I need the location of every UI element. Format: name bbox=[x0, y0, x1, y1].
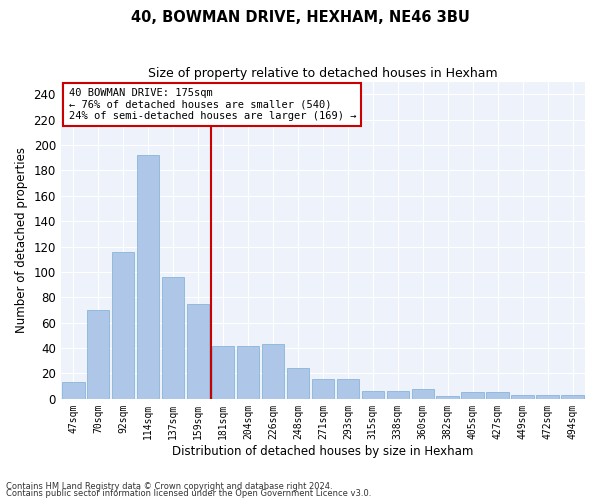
Bar bbox=[212, 346, 234, 399]
Bar bbox=[87, 310, 109, 399]
Bar bbox=[386, 391, 409, 399]
Bar bbox=[311, 378, 334, 399]
Bar bbox=[287, 368, 309, 399]
Bar bbox=[237, 346, 259, 399]
Bar bbox=[412, 388, 434, 399]
Bar bbox=[337, 378, 359, 399]
Bar bbox=[137, 155, 160, 399]
Bar bbox=[561, 395, 584, 399]
Bar bbox=[362, 391, 384, 399]
Bar bbox=[187, 304, 209, 399]
Y-axis label: Number of detached properties: Number of detached properties bbox=[15, 147, 28, 333]
Text: Contains HM Land Registry data © Crown copyright and database right 2024.: Contains HM Land Registry data © Crown c… bbox=[6, 482, 332, 491]
Text: 40 BOWMAN DRIVE: 175sqm
← 76% of detached houses are smaller (540)
24% of semi-d: 40 BOWMAN DRIVE: 175sqm ← 76% of detache… bbox=[68, 88, 356, 121]
Bar bbox=[487, 392, 509, 399]
Text: 40, BOWMAN DRIVE, HEXHAM, NE46 3BU: 40, BOWMAN DRIVE, HEXHAM, NE46 3BU bbox=[131, 10, 469, 25]
Bar bbox=[461, 392, 484, 399]
Bar bbox=[62, 382, 85, 399]
Text: Contains public sector information licensed under the Open Government Licence v3: Contains public sector information licen… bbox=[6, 490, 371, 498]
Bar bbox=[262, 344, 284, 399]
Bar bbox=[536, 395, 559, 399]
Bar bbox=[436, 396, 459, 399]
X-axis label: Distribution of detached houses by size in Hexham: Distribution of detached houses by size … bbox=[172, 444, 473, 458]
Title: Size of property relative to detached houses in Hexham: Size of property relative to detached ho… bbox=[148, 68, 498, 80]
Bar bbox=[162, 277, 184, 399]
Bar bbox=[112, 252, 134, 399]
Bar bbox=[511, 395, 534, 399]
